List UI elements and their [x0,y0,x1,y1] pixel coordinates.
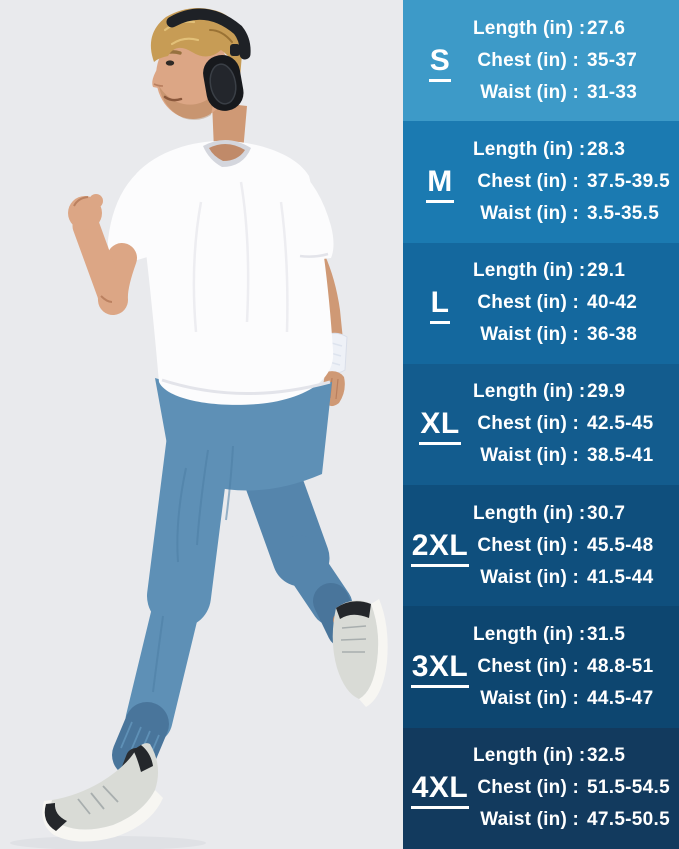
size-label: 2XL [407,528,473,567]
waist-row: Waist (in) : 36-38 [473,319,673,351]
neck [212,102,247,152]
chest-label: Chest (in) : [477,413,579,435]
waist-label: Waist (in) : [480,688,579,710]
beard [159,86,215,120]
chest-label: Chest (in) : [477,534,579,556]
length-value: 29.9 [587,381,626,403]
length-label: Length (in) : [473,260,586,282]
length-label: Length (in) : [473,17,586,39]
length-row: Length (in) :31.5 [473,619,673,651]
waist-value: 38.5-41 [587,445,654,467]
waist-label: Waist (in) : [480,81,579,103]
chest-row: Chest (in) : 45.5-48 [473,530,673,562]
waist-value: 47.5-50.5 [587,809,670,831]
length-value: 32.5 [587,745,626,767]
length-value: 31.5 [587,624,626,646]
sneaker-front [42,743,164,842]
waist-row: Waist (in) : 47.5-50.5 [473,804,673,836]
waist-row: Waist (in) : 31-33 [473,77,673,109]
length-label: Length (in) : [473,138,586,160]
front-leg [42,398,234,842]
mouth [163,95,183,102]
size-label: L [407,286,473,325]
chest-label: Chest (in) : [477,656,579,678]
chest-value: 45.5-48 [587,534,654,556]
size-label: S [407,43,473,82]
waist-value: 41.5-44 [587,566,654,588]
waist-row: Waist (in) : 44.5-47 [473,683,673,715]
length-label: Length (in) : [473,381,586,403]
chest-value: 48.8-51 [587,656,654,678]
size-block-xl: XL Length (in) :29.9 Chest (in) : 42.5-45… [403,363,679,486]
waist-label: Waist (in) : [480,566,579,588]
waist-value: 31-33 [587,81,638,103]
waist-label: Waist (in) : [480,324,579,346]
chest-value: 42.5-45 [587,413,654,435]
size-block-4xl: 4XL Length (in) :32.5 Chest (in) : 51.5-5… [403,727,679,849]
waist-label: Waist (in) : [480,445,579,467]
waist-row: Waist (in) : 38.5-41 [473,440,673,472]
headphones [166,8,251,111]
length-row: Length (in) :27.6 [473,13,673,45]
size-block-m: M Length (in) :28.3 Chest (in) : 37.5-39.… [403,121,679,243]
chest-row: Chest (in) : 37.5-39.5 [473,166,673,198]
length-row: Length (in) :29.1 [473,255,673,287]
length-value: 30.7 [587,502,626,524]
chest-row: Chest (in) : 42.5-45 [473,408,673,440]
chest-row: Chest (in) : 51.5-54.5 [473,772,673,804]
chest-value: 51.5-54.5 [587,777,670,799]
waist-row: Waist (in) : 41.5-44 [473,562,673,594]
size-label: XL [407,407,473,446]
chest-value: 40-42 [587,292,638,314]
length-row: Length (in) :32.5 [473,740,673,772]
chest-value: 35-37 [587,49,638,71]
waist-label: Waist (in) : [480,809,579,831]
waist-value: 3.5-35.5 [587,202,660,224]
eye [165,60,175,66]
length-row: Length (in) :29.9 [473,376,673,408]
sneaker-back [332,599,388,707]
chest-row: Chest (in) : 48.8-51 [473,651,673,683]
near-arm [68,194,137,315]
size-block-l: L Length (in) :29.1 Chest (in) : 40-42 Wa… [403,242,679,364]
size-label: 3XL [407,650,473,689]
size-block-2xl: 2XL Length (in) :30.7 Chest (in) : 45.5-4… [403,485,679,607]
chest-label: Chest (in) : [477,49,579,71]
chest-label: Chest (in) : [477,777,579,799]
length-value: 27.6 [587,17,626,39]
chest-value: 37.5-39.5 [587,170,670,192]
size-chart-panel: S Length (in) :27.6 Chest (in) :35-37 Wa… [403,0,679,849]
t-shirt [107,139,334,405]
length-label: Length (in) : [473,502,586,524]
size-block-3xl: 3XL Length (in) :31.5 Chest (in) : 48.8-5… [403,606,679,728]
length-label: Length (in) : [473,624,586,646]
size-block-s: S Length (in) :27.6 Chest (in) : 35-37 Wa… [403,0,679,122]
model-photo [0,0,403,849]
chest-label: Chest (in) : [477,292,579,314]
waist-value: 44.5-47 [587,688,654,710]
length-row: Length (in) :28.3 [473,134,673,166]
waist-value: 36-38 [587,324,638,346]
waist-row: Waist (in) : 3.5-35.5 [473,198,673,230]
length-row: Length (in) :30.7 [473,498,673,530]
sleeve-right [107,172,160,266]
sleeve-left [284,166,334,262]
runner-illustration [42,8,388,842]
size-label: 4XL [407,771,473,810]
length-label: Length (in) : [473,745,586,767]
waist-label: Waist (in) : [480,202,579,224]
length-value: 29.1 [587,260,626,282]
length-value: 28.3 [587,138,626,160]
chest-row: Chest (in) : 35-37 [473,45,673,77]
size-label: M [407,164,473,203]
chest-label: Chest (in) : [477,170,579,192]
chest-row: Chest (in) : 40-42 [473,287,673,319]
